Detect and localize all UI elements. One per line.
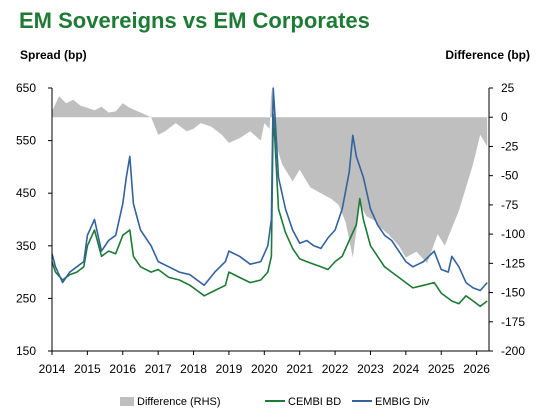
y-right-tick-label: -75 [501, 198, 519, 212]
legend-label-embig-div: EMBIG Div [375, 396, 430, 408]
y-left-tick-label: 250 [16, 291, 36, 305]
x-tick-label: 2017 [145, 362, 172, 376]
y-left-tick-label: 650 [16, 81, 36, 95]
x-tick-label: 2015 [74, 362, 101, 376]
y-right-tick-label: -50 [501, 169, 519, 183]
y-right-tick-label: 0 [501, 110, 508, 124]
y-right-tick-label: -150 [501, 286, 525, 300]
x-tick-label: 2024 [392, 362, 419, 376]
cembi-bd-line [51, 113, 488, 308]
x-tick-label: 2018 [180, 362, 207, 376]
y-right-tick-label: 25 [501, 81, 515, 95]
legend-label-difference: Difference (RHS) [137, 396, 221, 408]
y-right-tick-label: -175 [501, 315, 525, 329]
axes-layer: 650550450350250150250-25-50-75-100-125-1… [16, 81, 525, 376]
left-axis-title: Spread (bp) [20, 48, 87, 62]
y-left-tick-label: 550 [16, 134, 36, 148]
line-series-layer [51, 87, 488, 308]
x-tick-label: 2020 [251, 362, 278, 376]
y-left-tick-label: 350 [16, 239, 36, 253]
x-tick-label: 2021 [286, 362, 313, 376]
chart-title: EM Sovereigns vs EM Corporates [19, 8, 370, 33]
difference-area [52, 88, 488, 264]
x-tick-label: 2026 [463, 362, 490, 376]
y-right-tick-label: -100 [501, 227, 525, 241]
x-tick-label: 2022 [322, 362, 349, 376]
x-tick-label: 2016 [109, 362, 136, 376]
y-left-tick-label: 150 [16, 344, 36, 358]
x-tick-label: 2023 [357, 362, 384, 376]
y-right-tick-label: -125 [501, 256, 525, 270]
x-tick-label: 2025 [428, 362, 455, 376]
embig-div-line [51, 87, 488, 292]
x-tick-label: 2019 [216, 362, 243, 376]
legend: Difference (RHS) CEMBI BD EMBIG Div [120, 396, 430, 408]
x-tick-label: 2014 [39, 362, 66, 376]
y-right-tick-label: -25 [501, 139, 519, 153]
y-left-tick-label: 450 [16, 186, 36, 200]
legend-label-cembi-bd: CEMBI BD [288, 396, 341, 408]
right-axis-title: Difference (bp) [445, 48, 530, 62]
legend-swatch-difference [120, 397, 134, 406]
difference-area-layer [52, 88, 488, 264]
y-right-tick-label: -200 [501, 344, 525, 358]
